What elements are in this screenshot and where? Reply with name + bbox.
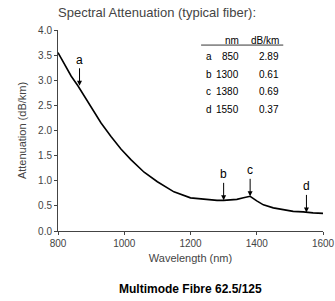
svg-text:4.0: 4.0 xyxy=(38,25,52,36)
svg-text:d: d xyxy=(206,104,212,115)
svg-text:Spectral Attenuation (typical: Spectral Attenuation (typical fiber): xyxy=(58,5,256,20)
svg-text:1000: 1000 xyxy=(113,238,136,249)
svg-text:Wavelength (nm): Wavelength (nm) xyxy=(149,252,232,264)
svg-text:1380: 1380 xyxy=(216,86,239,97)
svg-text:0.37: 0.37 xyxy=(259,104,279,115)
svg-text:Multimode Fibre 62.5/125: Multimode Fibre 62.5/125 xyxy=(119,282,262,296)
svg-text:0.61: 0.61 xyxy=(259,69,279,80)
svg-text:1400: 1400 xyxy=(246,238,269,249)
svg-text:0.0: 0.0 xyxy=(38,226,52,237)
svg-text:a: a xyxy=(206,51,212,62)
svg-text:nm: nm xyxy=(225,35,239,46)
svg-text:c: c xyxy=(206,86,211,97)
svg-text:a: a xyxy=(76,53,83,67)
svg-text:1600: 1600 xyxy=(312,238,335,249)
svg-text:2.0: 2.0 xyxy=(38,125,52,136)
svg-text:1.5: 1.5 xyxy=(38,150,52,161)
svg-text:c: c xyxy=(247,163,253,177)
svg-text:2.89: 2.89 xyxy=(259,51,279,62)
svg-text:800: 800 xyxy=(50,238,67,249)
svg-text:2.5: 2.5 xyxy=(38,100,52,111)
svg-text:1.0: 1.0 xyxy=(38,175,52,186)
svg-text:1550: 1550 xyxy=(216,104,239,115)
svg-text:Attenuation (dB/km): Attenuation (dB/km) xyxy=(16,82,28,179)
svg-text:1200: 1200 xyxy=(179,238,202,249)
svg-text:3.5: 3.5 xyxy=(38,50,52,61)
svg-text:dB/km: dB/km xyxy=(251,35,279,46)
svg-text:b: b xyxy=(220,167,227,181)
svg-text:b: b xyxy=(206,69,212,80)
svg-text:3.0: 3.0 xyxy=(38,75,52,86)
svg-text:1300: 1300 xyxy=(216,69,239,80)
svg-text:0.69: 0.69 xyxy=(259,86,279,97)
svg-text:0.5: 0.5 xyxy=(38,200,52,211)
svg-text:850: 850 xyxy=(222,51,239,62)
svg-text:d: d xyxy=(303,179,310,193)
